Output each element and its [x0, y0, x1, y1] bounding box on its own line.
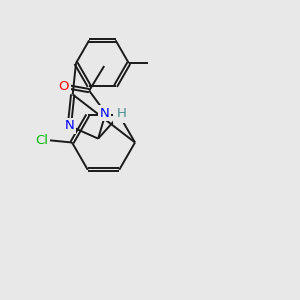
Text: N: N — [64, 119, 74, 132]
Text: Cl: Cl — [35, 134, 49, 147]
Text: O: O — [58, 80, 69, 93]
Text: N: N — [114, 109, 124, 122]
Text: H: H — [116, 106, 126, 120]
Text: N: N — [99, 106, 109, 120]
